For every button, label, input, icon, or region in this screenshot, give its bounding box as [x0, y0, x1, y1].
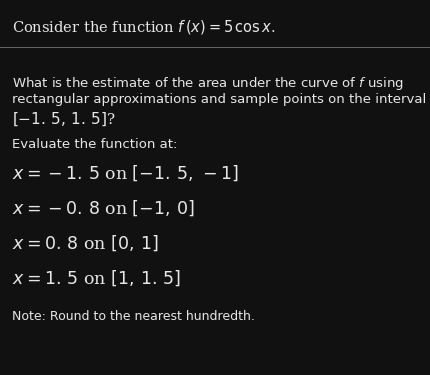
Text: Note: Round to the nearest hundredth.: Note: Round to the nearest hundredth. — [12, 310, 255, 323]
Text: $[-1.\,5,\,1.\,5]$?: $[-1.\,5,\,1.\,5]$? — [12, 111, 116, 128]
Text: Consider the function $f\,(x) = 5\,\cos x$.: Consider the function $f\,(x) = 5\,\cos … — [12, 18, 276, 36]
Text: $x = 0.\,8$ on $[0,\,1]$: $x = 0.\,8$ on $[0,\,1]$ — [12, 233, 159, 252]
Text: rectangular approximations and sample points on the interval: rectangular approximations and sample po… — [12, 93, 426, 106]
Text: $x = 1.\,5$ on $[1,\,1.\,5]$: $x = 1.\,5$ on $[1,\,1.\,5]$ — [12, 268, 181, 288]
Text: $x = -1.\,5$ on $[-1.\,5,\,-1]$: $x = -1.\,5$ on $[-1.\,5,\,-1]$ — [12, 163, 239, 183]
Text: What is the estimate of the area under the curve of $f$ using: What is the estimate of the area under t… — [12, 75, 404, 92]
Text: Evaluate the function at:: Evaluate the function at: — [12, 138, 177, 151]
Text: $x = -0.\,8$ on $[-1,\,0]$: $x = -0.\,8$ on $[-1,\,0]$ — [12, 198, 194, 217]
